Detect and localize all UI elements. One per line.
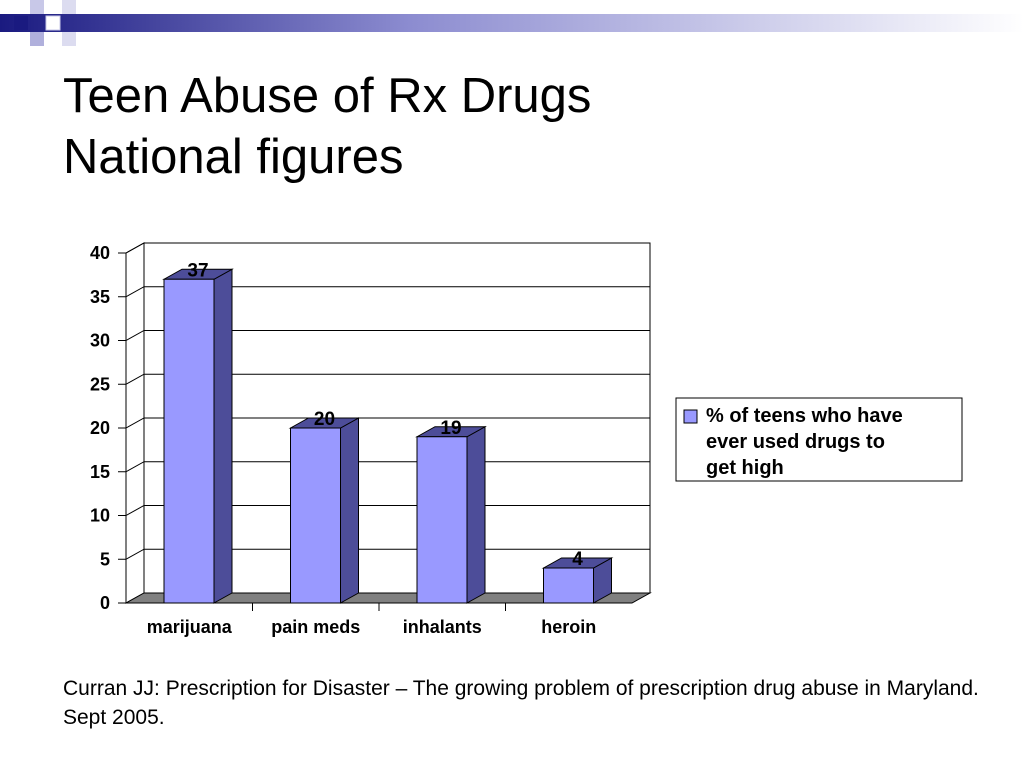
title-line-1: Teen Abuse of Rx Drugs [63, 69, 592, 123]
bar-front [290, 427, 341, 604]
bar-side [340, 417, 359, 604]
bar-side [213, 268, 233, 604]
bar [541, 557, 614, 604]
legend-label-line: ever used drugs to [706, 431, 885, 453]
bar [288, 417, 361, 604]
header-decoration [0, 0, 1024, 46]
gridline [125, 417, 650, 429]
gridline [125, 242, 650, 254]
data-label: 20 [314, 409, 335, 430]
bar-front [416, 436, 468, 604]
y-tick-label: 10 [90, 506, 110, 526]
title-line-2: National figures [63, 130, 404, 184]
slide-title: Teen Abuse of Rx Drugs National figures [63, 66, 591, 188]
header-gradient-band [0, 14, 1024, 32]
y-tick-label: 20 [90, 418, 110, 438]
y-tick-label: 25 [90, 374, 110, 394]
legend-label-line: get high [706, 457, 784, 479]
gridline [125, 373, 650, 385]
bar-chart: 0 5 10 15 20 25 30 35 40 37 marijuana 20 pain meds 19… [90, 242, 963, 637]
x-category-label: pain meds [271, 617, 360, 637]
legend-box [675, 397, 963, 482]
y-tick-label: 15 [90, 462, 110, 482]
citation-text: Curran JJ: Prescription for Disaster – T… [63, 677, 979, 729]
legend: % of teens who have ever used drugs to get… [675, 397, 963, 482]
bar [415, 425, 487, 604]
legend-swatch [683, 409, 698, 424]
bar-front [543, 567, 594, 604]
data-label: 4 [572, 549, 583, 570]
data-label: 19 [440, 418, 461, 439]
x-category-label: heroin [541, 617, 596, 637]
y-tick-label: 0 [100, 593, 110, 613]
y-tick-label: 30 [90, 331, 110, 351]
bar [162, 268, 234, 604]
bar-side [466, 425, 486, 604]
x-category-label: inhalants [403, 617, 482, 637]
gridline [125, 286, 650, 298]
x-category-label: marijuana [147, 617, 233, 637]
header-squares-icon [14, 0, 76, 46]
y-tick-label: 5 [100, 549, 110, 569]
data-label: 37 [187, 260, 208, 281]
y-tick-label: 40 [90, 243, 110, 263]
gridline [125, 330, 650, 341]
bar-front [163, 278, 215, 604]
legend-label-line: % of teens who have [706, 405, 903, 427]
y-tick-label: 35 [90, 287, 110, 307]
